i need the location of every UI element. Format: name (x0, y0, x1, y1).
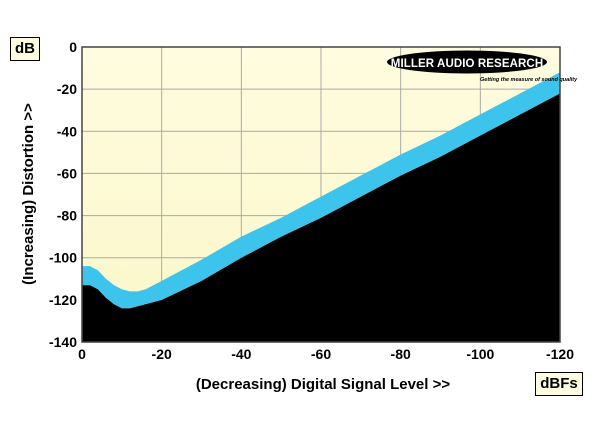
y-tick-label: -80 (57, 208, 77, 224)
x-tick-label: -60 (311, 346, 331, 362)
noise-floor-region (82, 93, 560, 343)
x-tick-label: -80 (391, 346, 411, 362)
x-tick-label: -40 (231, 346, 251, 362)
y-tick-label: -20 (57, 81, 77, 97)
y-tick-label: -140 (49, 334, 77, 350)
y-axis-label: (Increasing) Distortion >> (20, 103, 37, 285)
x-tick-labels: 0 -20 -40 -60 -80 -100 -120 (78, 346, 574, 362)
x-tick-label: -100 (466, 346, 494, 362)
y-tick-label: 0 (69, 39, 77, 55)
logo-tagline: Getting the measure of sound quality (480, 77, 578, 83)
y-tick-label: -40 (57, 123, 77, 139)
x-tick-label: 0 (78, 346, 86, 362)
y-tick-label: -120 (49, 292, 77, 308)
y-unit-label: dB (10, 37, 40, 61)
logo-wordmark: MILLER AUDIO RESEARCH (391, 58, 543, 70)
miller-audio-research-logo: MILLER AUDIO RESEARCH Getting the measur… (387, 50, 578, 83)
y-tick-labels: 0 -20 -40 -60 -80 -100 -120 -140 (49, 39, 77, 350)
x-axis-label: (Decreasing) Digital Signal Level >> (196, 376, 450, 393)
x-tick-label: -20 (152, 346, 172, 362)
x-tick-label: -120 (546, 346, 574, 362)
y-tick-label: -100 (49, 250, 77, 266)
y-tick-label: -60 (57, 165, 77, 181)
x-unit-label: dBFs (535, 372, 583, 396)
plot-frame (81, 46, 561, 343)
